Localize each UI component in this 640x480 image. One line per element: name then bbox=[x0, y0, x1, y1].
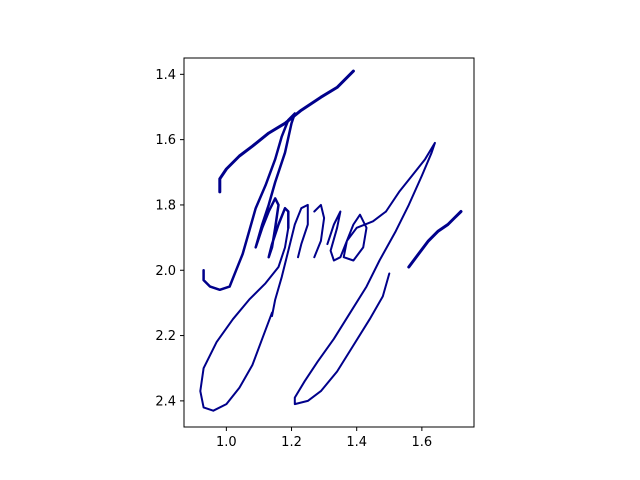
y-tick-label: 1.4 bbox=[155, 68, 176, 83]
axes-frame bbox=[183, 57, 475, 428]
x-tick-label: 1.6 bbox=[412, 435, 433, 450]
x-tick-label: 1.2 bbox=[281, 435, 302, 450]
signature-stroke-3 bbox=[199, 226, 290, 412]
data-strokes bbox=[199, 69, 463, 412]
x-tick-label: 1.0 bbox=[216, 435, 237, 450]
y-tick-label: 2.2 bbox=[155, 329, 176, 344]
signature-stroke-7 bbox=[293, 141, 436, 406]
y-tick-label: 1.6 bbox=[155, 133, 176, 148]
signature-stroke-6 bbox=[326, 210, 387, 262]
signature-stroke-2 bbox=[202, 112, 297, 292]
signature-stroke-1 bbox=[218, 69, 355, 194]
x-axis: 1.0 1.2 1.4 1.6 bbox=[216, 427, 432, 450]
signature-stroke-5 bbox=[313, 203, 326, 259]
y-axis: 1.4 1.6 1.8 2.0 2.2 2.4 bbox=[155, 68, 184, 409]
x-tick-label: 1.4 bbox=[346, 435, 367, 450]
signature-stroke-4 bbox=[271, 203, 309, 317]
y-tick-label: 1.8 bbox=[155, 198, 176, 213]
signature-stroke-8 bbox=[407, 210, 463, 269]
y-tick-label: 2.4 bbox=[155, 394, 176, 409]
y-tick-label: 2.0 bbox=[155, 264, 176, 279]
